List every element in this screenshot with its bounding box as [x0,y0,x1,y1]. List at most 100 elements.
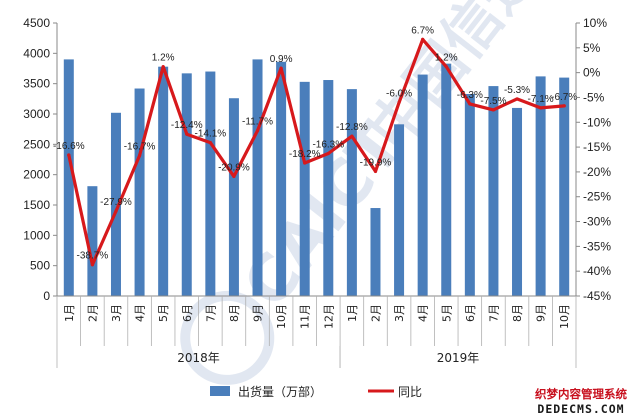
right-axis: 10% 5% 0% -5% -10% -15% -20% -25% -30% -35% -40% -4… [576,16,611,303]
data-label: -11.7% [242,117,273,128]
data-label: -7.5% [480,96,506,107]
data-label: -6.0% [386,88,412,99]
left-tick-label: 3500 [23,77,50,91]
left-tick-label: 2000 [23,168,50,182]
data-label: -27.9% [100,197,132,208]
yoy-line [67,37,566,267]
right-tick-label: -25% [583,190,611,204]
line-point [303,161,307,165]
bar [252,59,263,297]
line-point [208,141,212,145]
x-tick-label: 3月 [393,304,406,322]
right-tick-label: -30% [583,215,611,229]
line-point [444,65,448,69]
bar-series [63,59,570,297]
line-point [468,102,472,106]
bar [158,66,169,297]
line-point [350,134,354,138]
watermark-ring [180,290,275,385]
right-tick-label: -20% [583,165,611,179]
line-point [515,97,519,101]
line-point [232,174,236,178]
right-tick-label: -10% [583,115,611,129]
x-tick-label: 11月 [299,304,312,329]
data-label: 6.7% [411,25,434,36]
plot-frame [56,23,577,296]
x-tick-label: 5月 [157,304,170,322]
x-tick-label: 10月 [275,304,288,329]
right-tick-label: -45% [583,289,611,303]
left-tick-label: 4500 [23,16,50,30]
x-tick-label: 2月 [369,304,382,322]
bar [228,98,239,296]
data-label: -7.1% [528,94,554,105]
x-tick-label: 5月 [440,304,453,322]
bar [394,124,405,297]
data-label: -6.3% [457,90,483,101]
line-point [539,106,543,110]
data-label: -12.8% [336,122,368,133]
data-label: -14.1% [194,129,226,140]
right-tick-label: -35% [583,239,611,253]
data-label: -5.3% [504,85,530,96]
x-axis: 1月 2月 3月 4月 5月 6月 7月 8月 9月 10月 11月 12月 1月 2月 3月 4月 5月 6月 7… [56,295,577,368]
x-tick-label: 6月 [464,304,477,322]
bar [205,71,216,297]
group-label: 2018年 [177,351,220,365]
left-tick-label: 2500 [23,137,50,151]
x-tick-label: 1月 [63,304,76,322]
bar [417,74,428,296]
x-tick-label: 8月 [511,304,524,322]
line-point [397,100,401,105]
bar [488,86,499,297]
x-tick-label: 6月 [181,304,194,322]
line-point [491,108,496,112]
right-tick-label: 10% [583,16,607,30]
data-label: -38.7% [77,251,109,262]
bar [346,89,357,296]
line-point [279,66,283,70]
data-label: -18.2% [289,149,321,160]
right-tick-label: -40% [583,264,611,278]
x-tick-label: 4月 [134,304,147,322]
bar [535,76,546,297]
bar [441,63,452,296]
right-tick-label: -15% [583,140,611,154]
bar [63,59,74,297]
group-label: 2019年 [437,351,480,365]
data-label: -16.7% [124,142,156,153]
line-point [421,37,425,41]
line-point [114,209,118,213]
bar [323,80,334,296]
data-labels: -16.6% -38.7% -27.9% -16.7% 1.2% -12.4%-14.1%… [53,25,577,261]
bar [134,88,145,297]
bar [299,81,310,296]
x-tick-label: 8月 [228,304,241,322]
stamp-line2: DEDECMS.COM [537,402,624,416]
x-tick-label: 2月 [86,304,99,322]
line-point [90,263,94,267]
data-label: 0.9% [270,54,293,65]
line-point [161,65,165,69]
x-tick-label: 9月 [252,304,265,322]
data-label: -16.3% [312,140,344,151]
x-tick-label: 9月 [535,304,548,322]
bar [87,186,98,296]
bar [276,61,287,297]
x-tick-label: 4月 [417,304,430,322]
left-tick-label: 1000 [23,228,50,242]
left-tick-label: 1500 [23,198,50,212]
line-point [373,169,378,174]
x-tick-label: 12月 [322,304,335,329]
data-label: -20.9% [218,162,250,173]
bar [110,112,121,296]
data-label: 1.2% [152,53,175,64]
left-tick-label: 0 [43,289,50,303]
right-tick-label: 5% [583,41,601,55]
legend-swatch-bar [210,386,230,396]
bar [559,77,570,296]
data-label: 1.2% [435,53,458,64]
line-point [137,153,142,158]
data-label: -16.6% [53,141,85,152]
left-tick-label: 3000 [23,107,50,121]
